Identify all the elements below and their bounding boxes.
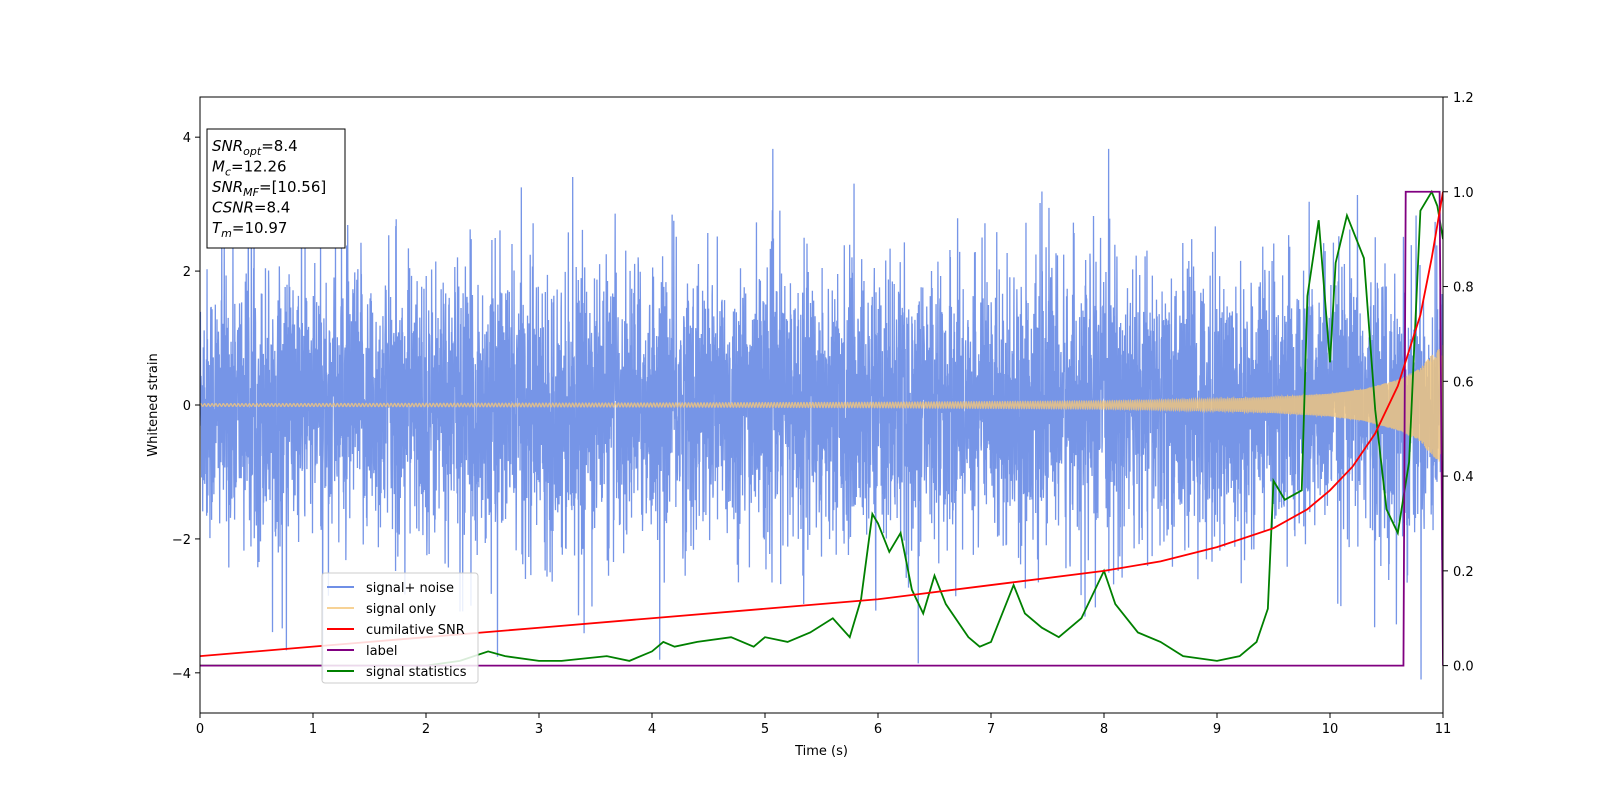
right-y-tick-label: 0.0 <box>1453 660 1474 675</box>
legend-label: signal statistics <box>366 665 467 680</box>
x-tick-label: 5 <box>761 722 769 737</box>
x-tick-label: 0 <box>196 722 204 737</box>
legend-label: signal only <box>366 602 436 617</box>
legend-label: label <box>366 644 397 659</box>
left-y-axis-ticks: −4 −2 0 2 4 <box>172 131 200 682</box>
plot-area <box>200 148 1443 680</box>
right-y-tick-label: 0.4 <box>1453 470 1474 485</box>
cumulative-snr-line <box>200 191 1443 658</box>
left-y-tick-label: −2 <box>172 533 191 548</box>
x-tick-label: 6 <box>874 722 882 737</box>
signal-only-line <box>200 344 1443 462</box>
signal-statistics-series <box>200 189 1443 667</box>
x-tick-label: 7 <box>987 722 995 737</box>
x-tick-label: 10 <box>1322 722 1339 737</box>
right-y-tick-label: 0.2 <box>1453 565 1474 580</box>
right-y-tick-label: 0.6 <box>1453 375 1474 390</box>
label-line <box>200 190 1443 667</box>
right-y-axis-ticks: 0.0 0.2 0.4 0.6 0.8 1.0 1.2 <box>1443 91 1474 675</box>
legend-frame <box>321 572 479 684</box>
label-series <box>200 190 1443 667</box>
annotation-line: Mc=12.26 <box>212 158 287 179</box>
signal-noise-line <box>200 148 1443 680</box>
legend: signal+ noise signal only cumilative SNR la… <box>321 572 479 684</box>
annotation-line: CSNR=8.4 <box>212 199 290 217</box>
left-y-tick-label: 2 <box>183 265 191 280</box>
legend-label: signal+ noise <box>366 581 454 596</box>
annotation-line: Tm=10.97 <box>212 219 287 240</box>
cumulative-snr-series <box>200 191 1443 658</box>
left-y-tick-label: 4 <box>183 131 191 146</box>
x-tick-label: 1 <box>309 722 317 737</box>
left-y-tick-label: −4 <box>172 667 191 682</box>
right-y-tick-label: 1.0 <box>1453 186 1474 201</box>
x-tick-label: 9 <box>1213 722 1221 737</box>
x-tick-label: 2 <box>422 722 430 737</box>
annotation-line: SNRopt=8.4 <box>212 137 298 158</box>
annotation-line: SNRMF=[10.56] <box>212 178 326 199</box>
left-y-tick-label: 0 <box>183 399 191 414</box>
right-y-tick-label: 0.8 <box>1453 281 1474 296</box>
x-tick-label: 11 <box>1435 722 1452 737</box>
x-axis-label: Time (s) <box>794 744 848 759</box>
x-axis-ticks: 0 1 2 3 4 5 6 7 8 9 10 11 <box>196 713 1451 737</box>
legend-label: cumilative SNR <box>366 623 465 638</box>
x-tick-label: 3 <box>535 722 543 737</box>
signal-statistics-line <box>200 189 1443 667</box>
x-tick-label: 4 <box>648 722 656 737</box>
noise-series <box>200 148 1443 680</box>
right-y-tick-label: 1.2 <box>1453 91 1474 106</box>
annotation-frame <box>206 128 346 249</box>
signal-only-series <box>200 344 1443 462</box>
x-tick-label: 8 <box>1100 722 1108 737</box>
y-axis-label: Whitened strain <box>146 353 161 456</box>
